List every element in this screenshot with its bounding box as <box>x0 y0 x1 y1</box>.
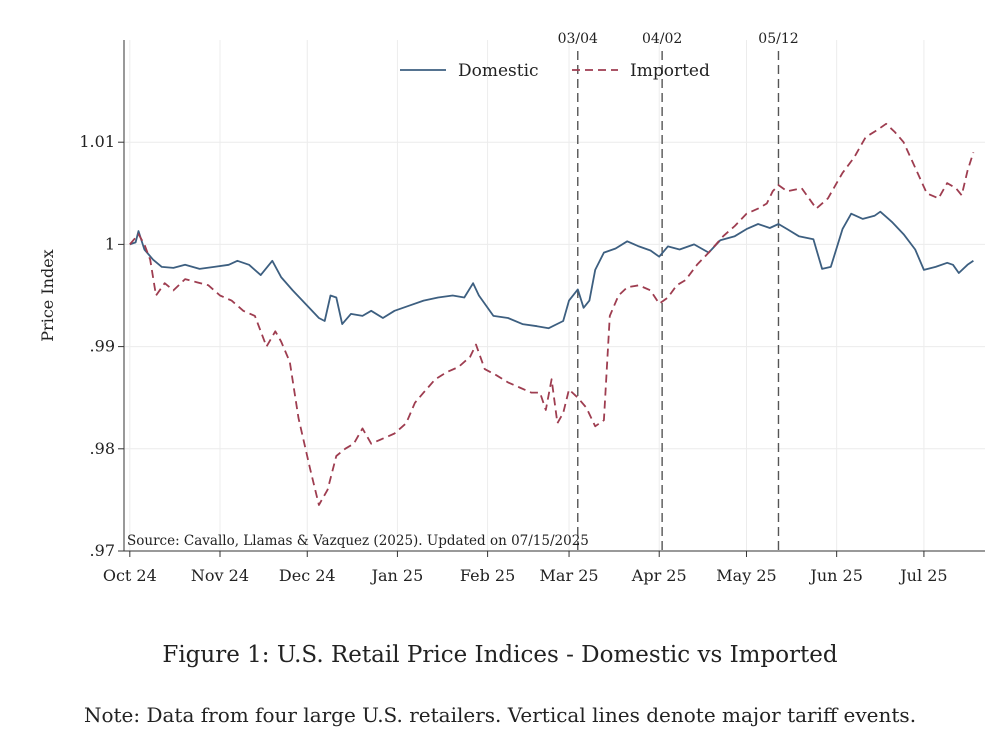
x-tick-label: Nov 24 <box>191 566 249 585</box>
series-line-imported <box>129 122 975 506</box>
tariff-event-lines: 03/04 04/02 05/12 <box>558 31 799 551</box>
y-tick-label: .98 <box>90 439 115 458</box>
x-tick-label: May 25 <box>716 566 776 585</box>
x-tick-label: Oct 24 <box>103 566 157 585</box>
event-label: 05/12 <box>758 31 798 47</box>
legend-label-domestic: Domestic <box>458 61 539 81</box>
x-tick-label: Jan 25 <box>370 566 424 585</box>
x-tick-label: Jun 25 <box>808 566 862 585</box>
event-label: 04/02 <box>642 31 682 47</box>
y-tick-label: 1 <box>105 234 115 253</box>
y-tick-label: .97 <box>90 541 115 560</box>
event-label: 03/04 <box>558 31 598 47</box>
legend: Domestic Imported <box>400 61 710 81</box>
y-tick-label: 1.01 <box>79 132 115 151</box>
figure-caption: Figure 1: U.S. Retail Price Indices - Do… <box>162 642 838 668</box>
x-tick-label: Mar 25 <box>540 566 599 585</box>
legend-label-imported: Imported <box>630 61 710 81</box>
x-tick-label: Feb 25 <box>460 566 515 585</box>
source-annotation: Source: Cavallo, Llamas & Vazquez (2025)… <box>127 533 589 549</box>
axes: .97 .98 .99 1 1.01 Oct 24 Nov 24 Dec 24 Jan 25 Fe… <box>38 40 985 585</box>
x-tick-label: Apr 25 <box>631 566 687 585</box>
series-lines <box>129 122 975 506</box>
x-tick-label: Jul 25 <box>898 566 947 585</box>
y-tick-label: .99 <box>90 337 115 356</box>
x-tick-label: Dec 24 <box>279 566 336 585</box>
price-index-chart: 03/04 04/02 05/12 .97 .98 .99 1 1.01 Oct 24 Nov … <box>38 31 985 585</box>
figure-note: Note: Data from four large U.S. retailer… <box>83 703 917 727</box>
line-chart: 03/04 04/02 05/12 .97 .98 .99 1 1.01 Oct 24 Nov … <box>38 31 985 585</box>
gridlines <box>124 40 985 552</box>
series-line-domestic <box>129 210 974 330</box>
y-axis-label: Price Index <box>38 249 57 341</box>
